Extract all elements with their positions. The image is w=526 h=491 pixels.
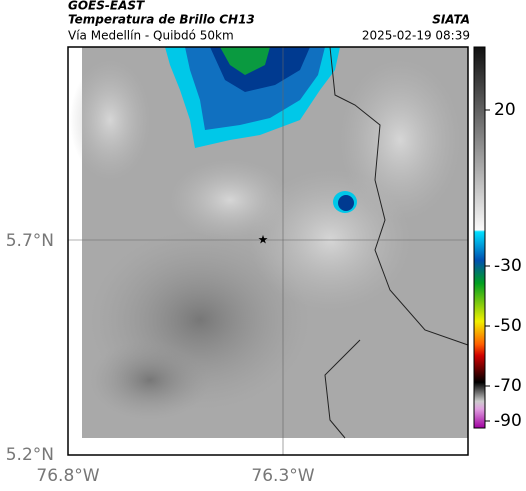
colorbar-tick-label: -70 (494, 376, 522, 396)
map-image: ★ (68, 46, 469, 455)
svg-text:★: ★ (258, 233, 269, 247)
y-tick-label: 5.7°N (6, 231, 54, 251)
map-frame (67, 46, 469, 456)
colorbar-tick-label: -50 (494, 316, 522, 336)
colorbar (473, 46, 486, 429)
timestamp: 2025-02-19 08:39 (362, 29, 470, 43)
y-tick-label: 5.2°N (6, 445, 54, 465)
x-tick-label: 76.8°W (36, 466, 99, 486)
colorbar-tick-label: -90 (494, 411, 522, 431)
title: GOES-EAST (68, 0, 145, 13)
location: Vía Medellín - Quibdó 50km (68, 29, 234, 43)
subtitle: Temperatura de Brillo CH13 (68, 13, 255, 27)
colorbar-tick-label: -30 (494, 256, 522, 276)
colorbar-ticks: 20 -30 -50 -70 -90 (485, 100, 522, 431)
colorbar-tick-label: 20 (494, 100, 516, 120)
x-tick-label: 76.3°W (251, 466, 314, 486)
source: SIATA (432, 13, 470, 27)
